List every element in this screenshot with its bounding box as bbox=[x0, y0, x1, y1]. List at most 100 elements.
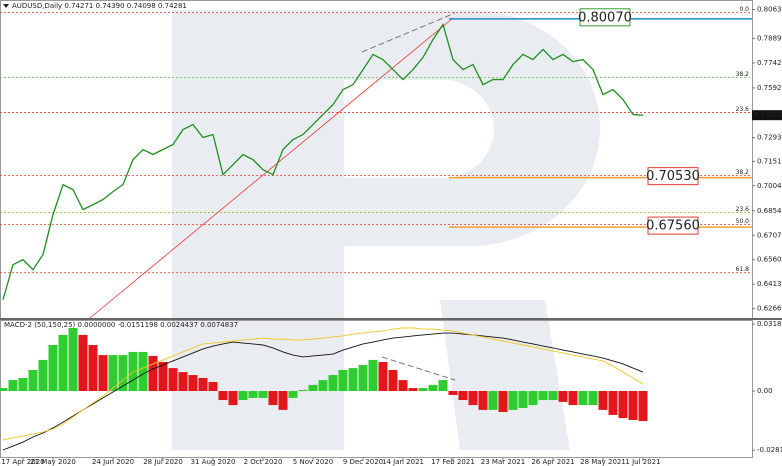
chart-title: AUDUSD,Daily 0.74271 0.74390 0.74098 0.7… bbox=[12, 2, 187, 10]
macd-bar bbox=[598, 390, 608, 410]
macd-bar bbox=[548, 390, 558, 401]
x-tick-label: 23 Mar 2021 bbox=[481, 458, 525, 466]
x-tick-label: 21 May 2020 bbox=[30, 458, 76, 466]
trend-line bbox=[361, 12, 456, 53]
last-price-label: 0.74281 bbox=[754, 111, 782, 119]
x-tick-label: 26 Apr 2021 bbox=[531, 458, 574, 466]
macd-bar bbox=[538, 390, 548, 401]
x-tick-label: 17 Apr 2020 bbox=[1, 458, 44, 466]
macd-bar bbox=[498, 390, 508, 412]
macd-bar bbox=[0, 388, 8, 391]
x-tick-label: 24 Jun 2020 bbox=[92, 458, 134, 466]
macd-bar bbox=[578, 390, 588, 406]
macd-bar bbox=[118, 355, 128, 391]
macd-bar bbox=[208, 381, 218, 391]
macd-bar bbox=[638, 390, 648, 422]
macd-bar bbox=[198, 377, 208, 391]
x-tick-label: 28 Jul 2020 bbox=[143, 458, 183, 466]
price-box-label: 0.80070 bbox=[578, 10, 632, 25]
macd-bar bbox=[298, 389, 308, 391]
fib-label: 38.2 bbox=[736, 71, 750, 78]
macd-bar bbox=[218, 390, 228, 401]
fib-label: 50.0 bbox=[736, 218, 750, 225]
macd-bar bbox=[518, 390, 528, 409]
macd-bar bbox=[448, 390, 458, 395]
macd-bar bbox=[328, 375, 338, 391]
macd-bar bbox=[508, 390, 518, 410]
macd-bar bbox=[28, 369, 38, 391]
macd-bar bbox=[58, 334, 68, 391]
macd-bar bbox=[8, 380, 18, 391]
macd-bar bbox=[568, 390, 578, 406]
macd-bar bbox=[488, 390, 498, 410]
x-tick-label: 2 Oct 2020 bbox=[244, 458, 283, 466]
macd-bar bbox=[158, 362, 168, 391]
macd-bar bbox=[368, 359, 378, 391]
macd-bar bbox=[18, 377, 28, 391]
macd-bar bbox=[318, 380, 328, 391]
watermark bbox=[172, 10, 600, 450]
fib-label: 0.0 bbox=[739, 6, 749, 13]
macd-bar bbox=[618, 390, 628, 419]
macd-bar bbox=[188, 375, 198, 391]
y-tick-label: 0.0318824 bbox=[757, 320, 782, 328]
trend-line bbox=[89, 17, 454, 319]
macd-bar bbox=[88, 344, 98, 391]
x-tick-label: 14 Jan 2021 bbox=[382, 458, 424, 466]
macd-bar bbox=[68, 327, 78, 391]
macd-bar bbox=[408, 388, 418, 391]
x-tick-label: 17 Feb 2021 bbox=[431, 458, 475, 466]
price-box bbox=[647, 167, 699, 186]
macd-bar bbox=[458, 390, 468, 401]
price-box-label: 0.67560 bbox=[646, 219, 700, 234]
macd-bar bbox=[608, 390, 618, 415]
macd-bar bbox=[148, 355, 158, 391]
macd-bar bbox=[258, 390, 268, 398]
macd-bar bbox=[528, 390, 538, 406]
macd-bar bbox=[388, 369, 398, 391]
macd-bar bbox=[338, 369, 348, 391]
price-line bbox=[2, 22, 644, 300]
macd-bar bbox=[278, 390, 288, 410]
macd-bar bbox=[138, 351, 148, 391]
macd-line bbox=[2, 332, 644, 451]
menu-arrow bbox=[3, 4, 9, 8]
macd-bar bbox=[108, 355, 118, 391]
macd-bar bbox=[588, 390, 598, 406]
macd-bar bbox=[48, 344, 58, 391]
x-tick-label: 9 Dec 2020 bbox=[343, 458, 383, 466]
x-tick-label: 5 Nov 2020 bbox=[293, 458, 333, 466]
last-price-box bbox=[752, 110, 782, 121]
indicator-title: MACD-2 (50,150,25) 0.0000000 -0.0151198 … bbox=[4, 321, 238, 329]
price-box-label: 0.70530 bbox=[646, 169, 700, 184]
macd-bar bbox=[398, 380, 408, 391]
macd-bar bbox=[418, 388, 428, 391]
macd-bar bbox=[238, 390, 248, 401]
macd-bar bbox=[178, 372, 188, 391]
trend-line bbox=[381, 356, 456, 381]
macd-bar bbox=[168, 368, 178, 391]
macd-bar bbox=[78, 334, 88, 391]
macd-bar bbox=[38, 359, 48, 391]
macd-bar bbox=[308, 384, 318, 391]
macd-bar bbox=[128, 351, 138, 391]
y-tick-label: -0.028155 bbox=[757, 446, 782, 454]
macd-bar bbox=[288, 390, 298, 398]
macd-bar bbox=[98, 355, 108, 391]
macd-bar bbox=[378, 362, 388, 391]
x-tick-label: 28 May 2021 bbox=[580, 458, 626, 466]
y-tick-label: 0.00 bbox=[757, 387, 773, 395]
